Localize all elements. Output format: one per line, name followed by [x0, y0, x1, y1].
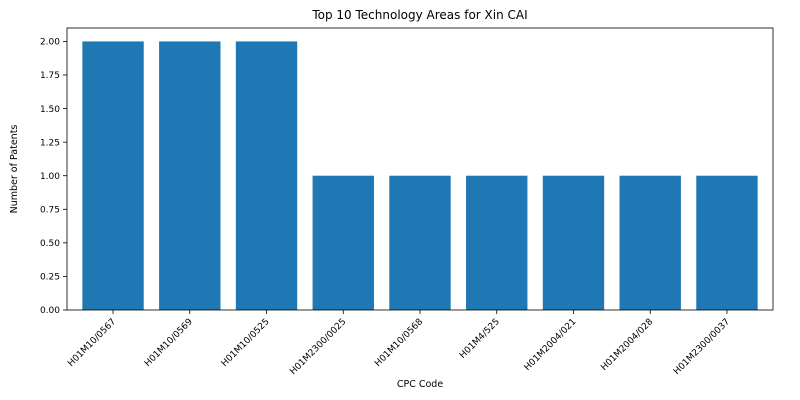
bar-1 [82, 41, 143, 310]
y-tick-label: 1.75 [40, 71, 60, 81]
y-tick-label: 2.00 [40, 38, 60, 48]
x-tick-label: H01M2300/0037 [672, 317, 732, 377]
bar-4 [313, 176, 374, 310]
x-axis-ticks: H01M10/0567 H01M10/0569 H01M10/0525 H01M230… [66, 310, 732, 377]
bar-9 [696, 176, 757, 310]
y-axis-ticks: 0.00 0.25 0.50 0.75 1.00 1.25 1.50 1.75 2.00 [40, 38, 67, 317]
chart-title: Top 10 Technology Areas for Xin CAI [311, 8, 527, 22]
x-axis-label: CPC Code [397, 379, 443, 390]
x-tick-label: H01M10/0569 [143, 317, 195, 369]
bars-group [82, 41, 757, 310]
bar-8 [620, 176, 681, 310]
y-tick-label: 0.00 [40, 306, 60, 316]
y-tick-label: 0.50 [40, 239, 60, 249]
x-tick-label: H01M2004/028 [599, 317, 655, 373]
x-tick-label: H01M2300/0025 [288, 317, 348, 377]
x-tick-label: H01M10/0568 [373, 317, 425, 369]
x-tick-label: H01M10/0567 [66, 317, 118, 369]
bar-3 [236, 41, 297, 310]
y-tick-label: 1.50 [40, 105, 60, 115]
x-tick-label: H01M4/525 [458, 317, 502, 361]
x-tick-label: H01M2004/021 [523, 317, 579, 373]
y-tick-label: 0.75 [40, 205, 60, 215]
x-tick-label: H01M10/0525 [220, 317, 272, 369]
bar-7 [543, 176, 604, 310]
bar-6 [466, 176, 527, 310]
y-tick-label: 0.25 [40, 273, 60, 283]
bar-2 [159, 41, 220, 310]
bar-5 [389, 176, 450, 310]
y-tick-label: 1.25 [40, 138, 60, 148]
y-axis-label: Number of Patents [9, 125, 20, 214]
y-tick-label: 1.00 [40, 172, 60, 182]
